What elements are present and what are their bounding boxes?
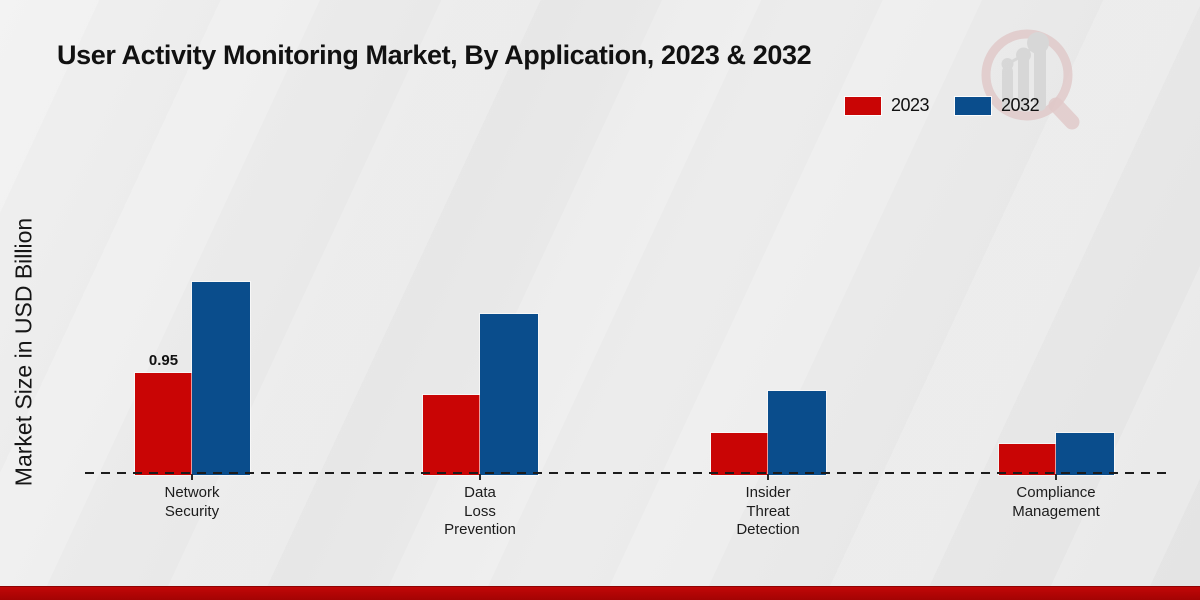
x-axis-baseline: [85, 472, 1167, 474]
x-axis-category-label: Compliance Management: [1012, 484, 1100, 520]
x-axis-tick: [479, 474, 481, 480]
bar-2023-4: [998, 443, 1057, 476]
footer-accent-bar: [0, 586, 1200, 600]
bar-value-label: 0.95: [148, 352, 179, 369]
x-axis-tick: [767, 474, 769, 480]
legend: 2023 2032: [844, 95, 1040, 116]
bar-2023-3: [710, 432, 769, 476]
bar-2023-2: [422, 394, 481, 476]
bar-2032-3: [767, 390, 827, 476]
legend-item-2032: 2032: [954, 95, 1040, 116]
x-axis-category-label: Network Security: [164, 484, 220, 520]
bar-2032-1: [191, 281, 251, 476]
chart-title: User Activity Monitoring Market, By Appl…: [57, 40, 812, 70]
legend-label: 2023: [891, 95, 930, 115]
x-axis-category-label: Data Loss Prevention: [444, 484, 516, 538]
legend-item-2023: 2023: [844, 95, 930, 116]
x-axis-tick: [191, 474, 193, 480]
market-research-magnifier-logo: [981, 29, 1080, 130]
x-axis-tick: [1055, 474, 1057, 480]
legend-label: 2032: [1001, 95, 1040, 115]
bar-2032-2: [479, 313, 539, 476]
bar-2023-1: [134, 372, 193, 476]
bar-2032-4: [1055, 432, 1115, 476]
legend-swatch-2032: [954, 95, 993, 116]
x-axis-category-label: Insider Threat Detection: [736, 484, 800, 538]
legend-swatch-2023: [844, 95, 882, 116]
